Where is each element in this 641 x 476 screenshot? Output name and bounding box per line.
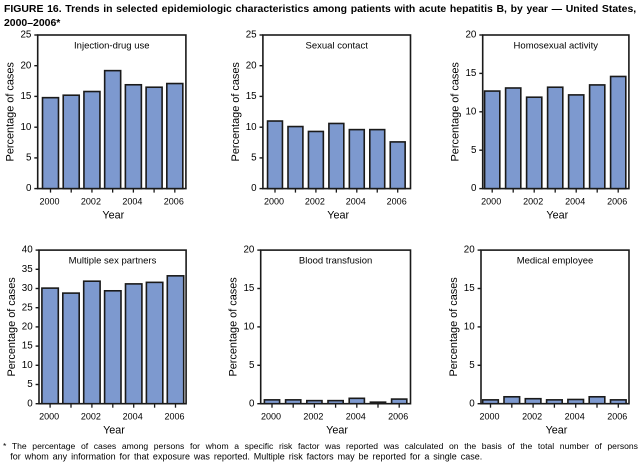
svg-text:2002: 2002 [81, 411, 101, 421]
svg-text:2004: 2004 [346, 196, 366, 206]
svg-text:2004: 2004 [123, 411, 143, 421]
svg-text:2000: 2000 [481, 196, 501, 206]
svg-text:0: 0 [26, 183, 32, 194]
svg-text:2000: 2000 [39, 196, 59, 206]
svg-text:35: 35 [22, 264, 33, 275]
svg-text:0: 0 [249, 398, 255, 409]
svg-text:2004: 2004 [346, 411, 366, 421]
svg-text:2002: 2002 [523, 196, 543, 206]
svg-text:2004: 2004 [565, 196, 585, 206]
svg-text:Percentage of cases: Percentage of cases [6, 277, 18, 377]
svg-text:Percentage of cases: Percentage of cases [5, 62, 17, 162]
svg-text:2000–2006*: 2000–2006* [4, 18, 61, 29]
svg-text:10: 10 [22, 360, 33, 371]
svg-text:2002: 2002 [81, 196, 101, 206]
svg-text:20: 20 [20, 60, 31, 71]
svg-text:Percentage of cases: Percentage of cases [450, 62, 462, 162]
svg-text:Injection-drug use: Injection-drug use [74, 40, 150, 51]
svg-text:15: 15 [464, 283, 475, 294]
svg-text:10: 10 [20, 122, 31, 133]
svg-text:0: 0 [471, 183, 477, 194]
svg-text:0: 0 [469, 398, 475, 409]
svg-text:2002: 2002 [305, 196, 325, 206]
svg-text:15: 15 [465, 68, 476, 79]
svg-text:2000: 2000 [264, 196, 284, 206]
svg-text:2006: 2006 [164, 411, 184, 421]
svg-text:2002: 2002 [522, 411, 542, 421]
svg-text:15: 15 [22, 341, 33, 352]
svg-text:5: 5 [27, 379, 33, 390]
svg-text:30: 30 [22, 283, 33, 294]
svg-text:* The percentage of cases amon: * The percentage of cases among persons … [3, 441, 638, 451]
svg-text:FIGURE 16. Trends in selected: FIGURE 16. Trends in selected epidemiolo… [4, 4, 636, 15]
svg-text:Year: Year [103, 425, 125, 437]
svg-text:15: 15 [20, 91, 31, 102]
svg-text:5: 5 [251, 153, 257, 164]
svg-text:20: 20 [22, 322, 33, 333]
svg-text:0: 0 [27, 398, 33, 409]
svg-text:2004: 2004 [565, 411, 585, 421]
svg-text:5: 5 [469, 360, 475, 371]
svg-text:5: 5 [26, 153, 32, 164]
svg-text:Year: Year [546, 425, 568, 437]
svg-text:2002: 2002 [303, 411, 323, 421]
svg-text:25: 25 [20, 30, 31, 41]
svg-text:2006: 2006 [387, 196, 407, 206]
svg-text:20: 20 [464, 245, 475, 256]
svg-text:15: 15 [243, 283, 254, 294]
svg-text:10: 10 [464, 322, 475, 333]
svg-text:2006: 2006 [388, 411, 408, 421]
svg-text:2006: 2006 [164, 196, 184, 206]
svg-text:Year: Year [327, 210, 349, 222]
svg-text:2000: 2000 [261, 411, 281, 421]
svg-text:Multiple sex partners: Multiple sex partners [69, 255, 157, 266]
svg-text:2006: 2006 [607, 411, 627, 421]
svg-text:Year: Year [102, 210, 124, 222]
svg-text:for whom any information for t: for whom any information for that exposu… [10, 452, 482, 462]
svg-text:0: 0 [251, 183, 257, 194]
svg-text:5: 5 [471, 145, 477, 156]
svg-text:Sexual contact: Sexual contact [306, 40, 369, 51]
svg-text:2000: 2000 [479, 411, 499, 421]
svg-text:20: 20 [246, 60, 257, 71]
svg-text:20: 20 [243, 245, 254, 256]
svg-text:25: 25 [246, 30, 257, 41]
svg-text:Percentage of cases: Percentage of cases [228, 277, 240, 377]
svg-text:2006: 2006 [607, 196, 627, 206]
svg-text:20: 20 [465, 30, 476, 41]
svg-text:Year: Year [326, 425, 348, 437]
svg-text:Blood transfusion: Blood transfusion [299, 255, 372, 266]
svg-text:Percentage of cases: Percentage of cases [448, 277, 460, 377]
svg-text:Year: Year [546, 210, 568, 222]
svg-text:5: 5 [249, 360, 255, 371]
svg-text:2004: 2004 [122, 196, 142, 206]
svg-text:15: 15 [246, 91, 257, 102]
svg-text:10: 10 [465, 106, 476, 117]
svg-text:2000: 2000 [39, 411, 59, 421]
svg-text:25: 25 [22, 302, 33, 313]
svg-text:Percentage of cases: Percentage of cases [230, 62, 242, 162]
svg-text:Medical employee: Medical employee [517, 255, 594, 266]
svg-text:10: 10 [243, 322, 254, 333]
svg-text:Homosexual activity: Homosexual activity [514, 40, 599, 51]
svg-text:40: 40 [22, 245, 33, 256]
svg-text:10: 10 [246, 122, 257, 133]
